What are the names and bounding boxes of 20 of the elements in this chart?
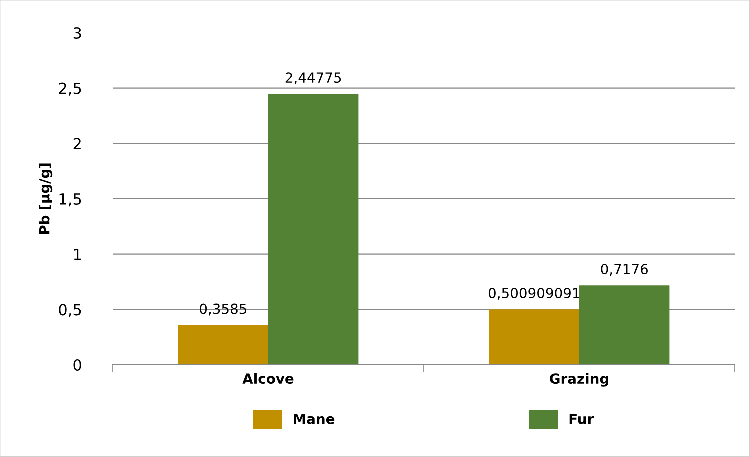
legend-label: Fur	[570, 414, 594, 424]
x-tick-label: Alcove	[242, 373, 294, 384]
bar	[580, 286, 670, 365]
x-tick-label: Grazing	[550, 373, 608, 387]
bar	[178, 325, 268, 365]
data-label: 0,3585	[200, 304, 246, 316]
y-tick-label: 0	[74, 359, 82, 372]
bar	[489, 310, 580, 365]
data-label: 0,7176	[601, 264, 648, 276]
data-label: 2,44775	[286, 72, 342, 85]
legend-label: Mane	[294, 414, 335, 424]
y-tick-label: 3	[74, 27, 82, 40]
data-label: 0,500909091	[488, 288, 580, 300]
y-axis-title: Pb [µg/g]	[39, 164, 53, 234]
y-tick-label: 2,5	[59, 82, 82, 96]
y-tick-label: 1	[74, 249, 82, 260]
y-tick-label: 1,5	[60, 194, 82, 207]
bar	[268, 94, 359, 365]
y-tick-label: 0,5	[59, 304, 82, 318]
y-tick-label: 2	[74, 138, 81, 150]
